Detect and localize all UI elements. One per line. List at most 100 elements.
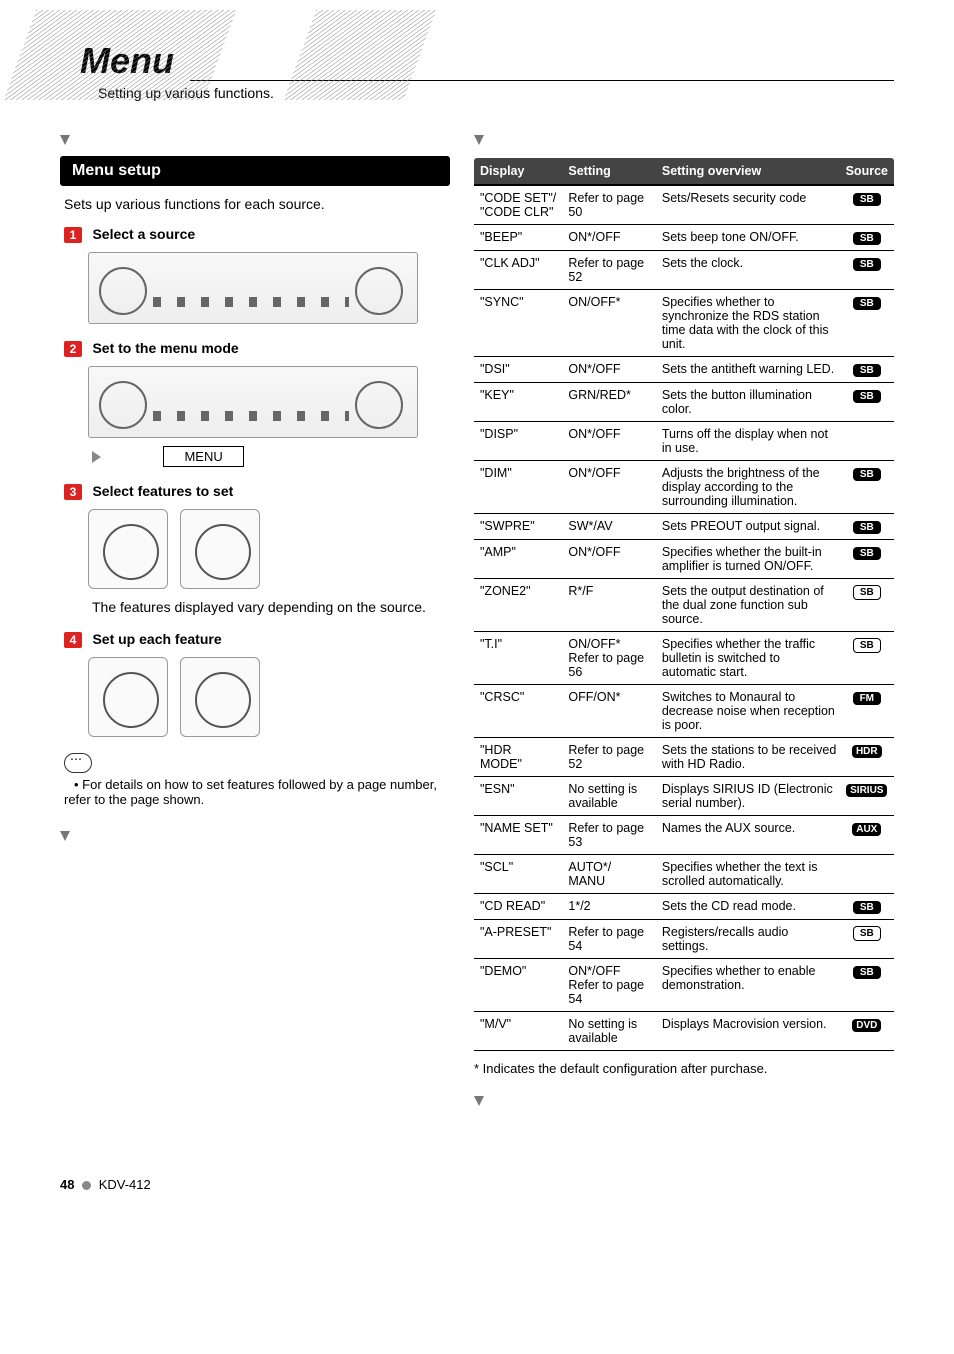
cell-source: SB	[840, 357, 894, 383]
cell-setting: ON*/OFF	[562, 540, 655, 579]
cell-setting: R*/F	[562, 579, 655, 632]
device-illustration-1	[88, 252, 418, 324]
cell-overview: Specifies whether the built-in amplifier…	[656, 540, 840, 579]
cell-display: "ZONE2"	[474, 579, 562, 632]
cell-overview: Sets beep tone ON/OFF.	[656, 225, 840, 251]
source-badge: SB	[853, 232, 881, 245]
cell-source: SB	[840, 540, 894, 579]
triangle-right-icon	[92, 451, 101, 463]
cell-setting: SW*/AV	[562, 514, 655, 540]
cell-setting: Refer to page 53	[562, 816, 655, 855]
cell-source: SB	[840, 579, 894, 632]
menu-display-label: MENU	[163, 446, 243, 467]
cell-overview: Sets the button illumination color.	[656, 383, 840, 422]
cell-setting: No setting is available	[562, 777, 655, 816]
cell-source	[840, 422, 894, 461]
cell-source: SB	[840, 225, 894, 251]
source-badge: SB	[853, 585, 881, 600]
cell-display: "AMP"	[474, 540, 562, 579]
cell-overview: Switches to Monaural to decrease noise w…	[656, 685, 840, 738]
step-3-note: The features displayed vary depending on…	[92, 599, 442, 615]
cell-setting: ON/OFF*	[562, 290, 655, 357]
table-row: "DIM"ON*/OFFAdjusts the brightness of th…	[474, 461, 894, 514]
cell-display: "DSI"	[474, 357, 562, 383]
cell-overview: Adjusts the brightness of the display ac…	[656, 461, 840, 514]
source-badge: SB	[853, 547, 881, 560]
step-number-3: 3	[64, 484, 82, 500]
cell-overview: Turns off the display when not in use.	[656, 422, 840, 461]
cell-source	[840, 855, 894, 894]
source-badge: HDR	[852, 745, 882, 758]
cell-display: "SCL"	[474, 855, 562, 894]
cell-overview: Registers/recalls audio settings.	[656, 920, 840, 959]
page-footer: 48 KDV-412	[60, 1177, 894, 1192]
header-hatching-left	[4, 10, 237, 100]
source-badge: SB	[853, 390, 881, 403]
cell-source: SB	[840, 920, 894, 959]
cell-overview: Sets/Resets security code	[656, 185, 840, 225]
cell-source: AUX	[840, 816, 894, 855]
cell-overview: Sets the CD read mode.	[656, 894, 840, 920]
cell-source: SB	[840, 290, 894, 357]
col-end-arrow-icon-right	[474, 1096, 484, 1110]
col-marker-arrow-icon-right	[474, 135, 484, 149]
table-row: "SCL"AUTO*/ MANUSpecifies whether the te…	[474, 855, 894, 894]
cell-overview: Displays Macrovision version.	[656, 1012, 840, 1051]
cell-setting: 1*/2	[562, 894, 655, 920]
cell-overview: Sets the antitheft warning LED.	[656, 357, 840, 383]
cell-setting: Refer to page 52	[562, 738, 655, 777]
knob-illustration-3b	[180, 509, 260, 589]
footnote-text: • For details on how to set features fol…	[64, 777, 446, 807]
section-header-menu-setup: Menu setup	[60, 156, 450, 186]
cell-setting: ON*/OFF	[562, 461, 655, 514]
source-badge: SIRIUS	[846, 784, 887, 797]
table-row: "ESN"No setting is availableDisplays SIR…	[474, 777, 894, 816]
cell-display: "SYNC"	[474, 290, 562, 357]
cell-setting: No setting is available	[562, 1012, 655, 1051]
cell-overview: Specifies whether to enable demonstratio…	[656, 959, 840, 1012]
cell-setting: Refer to page 52	[562, 251, 655, 290]
table-row: "ZONE2"R*/FSets the output destination o…	[474, 579, 894, 632]
source-badge: FM	[853, 692, 881, 705]
source-badge: SB	[853, 468, 881, 481]
source-badge: SB	[853, 521, 881, 534]
cell-setting: Refer to page 54	[562, 920, 655, 959]
knob-illustration-4a	[88, 657, 168, 737]
cell-setting: GRN/RED*	[562, 383, 655, 422]
source-badge: SB	[853, 638, 881, 653]
source-badge: DVD	[852, 1019, 881, 1032]
cell-display: "BEEP"	[474, 225, 562, 251]
table-row: "SYNC"ON/OFF*Specifies whether to synchr…	[474, 290, 894, 357]
table-row: "NAME SET"Refer to page 53Names the AUX …	[474, 816, 894, 855]
device-illustration-2	[88, 366, 418, 438]
step-number-1: 1	[64, 227, 82, 243]
source-badge: SB	[853, 901, 881, 914]
cell-source: FM	[840, 685, 894, 738]
table-row: "CRSC"OFF/ON*Switches to Monaural to dec…	[474, 685, 894, 738]
table-footnote: * Indicates the default configuration af…	[474, 1061, 894, 1076]
cell-source: SB	[840, 894, 894, 920]
th-overview: Setting overview	[656, 158, 840, 185]
cell-display: "M/V"	[474, 1012, 562, 1051]
settings-table: Display Setting Setting overview Source …	[474, 158, 894, 1051]
cell-setting: ON*/OFF	[562, 422, 655, 461]
cell-display: "CLK ADJ"	[474, 251, 562, 290]
source-badge: SB	[853, 364, 881, 377]
table-row: "DEMO"ON*/OFF Refer to page 54Specifies …	[474, 959, 894, 1012]
cell-setting: AUTO*/ MANU	[562, 855, 655, 894]
th-source: Source	[840, 158, 894, 185]
cell-display: "NAME SET"	[474, 816, 562, 855]
cell-source: SB	[840, 959, 894, 1012]
cell-source: SB	[840, 185, 894, 225]
cell-source: SB	[840, 632, 894, 685]
cell-display: "DEMO"	[474, 959, 562, 1012]
page-number: 48	[60, 1177, 74, 1192]
table-row: "M/V"No setting is availableDisplays Mac…	[474, 1012, 894, 1051]
header-hatching-right	[284, 10, 437, 100]
th-setting: Setting	[562, 158, 655, 185]
model-name: KDV-412	[99, 1177, 151, 1192]
cell-display: "HDR MODE"	[474, 738, 562, 777]
footnote-content: For details on how to set features follo…	[64, 777, 437, 807]
step-number-2: 2	[64, 341, 82, 357]
col-marker-arrow-icon	[60, 135, 70, 149]
